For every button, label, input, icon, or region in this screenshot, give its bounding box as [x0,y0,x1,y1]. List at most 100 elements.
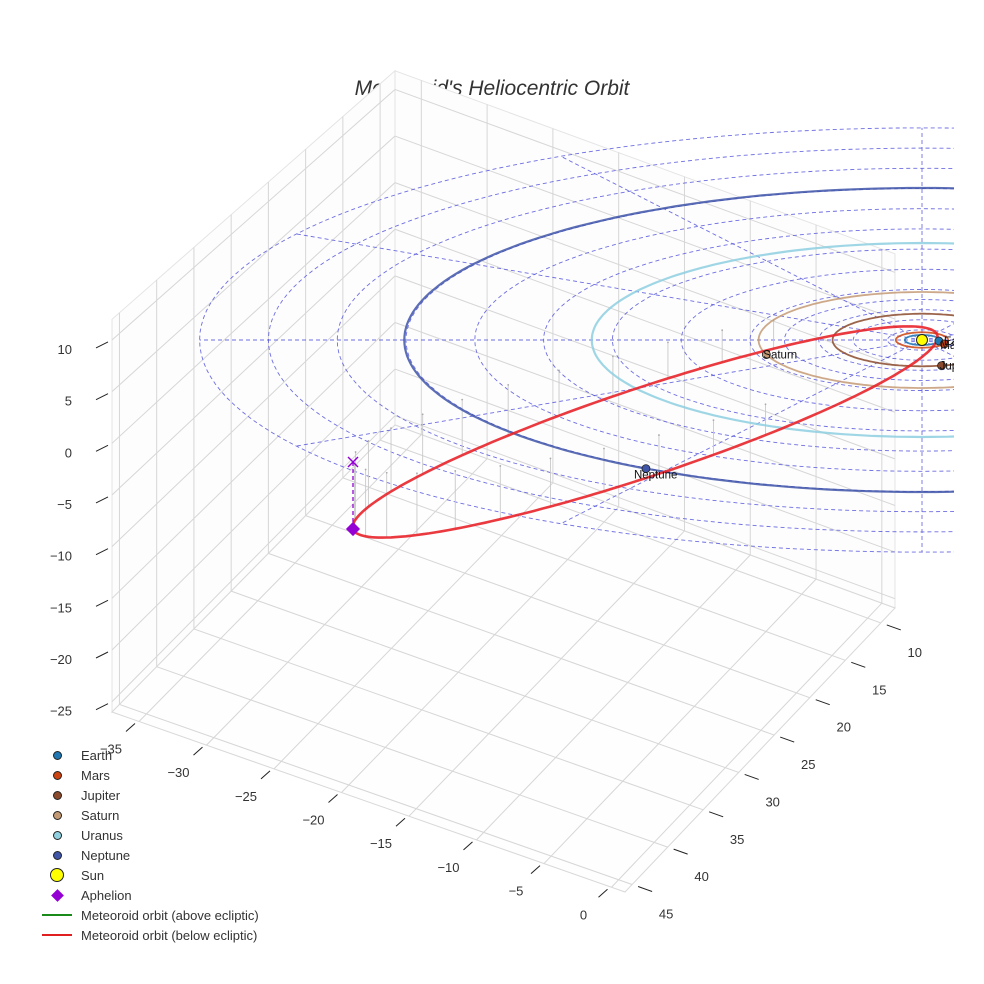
back-grid-line-z [394,368,896,553]
green-line-icon [42,914,72,916]
stem-tip [364,468,367,471]
stem-tip [558,369,560,372]
y-tick-mark [780,736,795,743]
x-tick-label: −30 [167,765,189,780]
x-tick-label: −15 [370,836,392,851]
y-tick-label: 20 [837,720,851,735]
uranus-marker-icon [52,830,62,840]
z-tick-mark [95,444,109,452]
y-tick-mark [851,661,866,668]
y-tick-label: 40 [694,869,708,884]
x-tick-mark [395,817,406,827]
legend-item-mars: Mars [40,765,300,785]
x-tick-mark [328,794,338,803]
legend-label: Uranus [81,827,123,843]
meteoroid-orbit-below-ecliptic [351,325,939,539]
y-tick-label: 45 [659,907,673,922]
x-tick-mark [598,888,608,898]
floor-grid-line-y [342,477,846,661]
stem-tip [764,403,767,406]
stem-tip [712,419,715,422]
x-tick-mark [125,723,136,732]
stem-tip [507,383,510,386]
marker-jupiter [937,361,946,371]
x-tick-mark [530,865,541,874]
polar-grid-circle [852,319,954,361]
y-tick-label: 30 [765,794,779,809]
z-tick-mark [95,703,109,711]
wall-grid-line-z [111,228,396,496]
planet-label-neptune: Neptune [634,470,677,482]
z-tick-label: 5 [65,394,72,409]
legend-label: Meteoroid orbit (above ecliptic) [81,907,259,923]
red-line-icon [42,934,72,936]
polar-grid-circle [405,188,954,492]
back-grid-line-z [394,415,896,600]
axis-ticks [95,341,901,898]
back-grid-line-z [394,88,896,273]
legend-label: Aphelion [81,887,132,903]
z-tick-mark [95,341,109,349]
tick-labels: 10 5 0 −5 −10 −15 −20 −25 −35 −30 −25 −2… [50,342,922,922]
orbit-stem-lines [353,319,775,538]
z-tick-label: 0 [65,445,72,460]
aphelion-ecliptic-x-icon [347,456,359,468]
floor-grid-line-x [543,578,817,864]
floor-grid-line-y [156,666,668,848]
legend-label: Jupiter [81,787,121,803]
legend-item-orbit-above: Meteoroid orbit (above ecliptic) [40,905,300,925]
polar-grid-spoke [560,339,923,525]
stem-tip [416,472,418,475]
aphelion-diamond-icon [50,888,64,902]
x-tick-label: −10 [437,860,459,875]
stem-tip [667,341,669,344]
marker-saturn [761,350,771,359]
polar-grid-spoke [921,323,954,341]
x-tick-mark [193,746,203,756]
planet-label-earth: Earth [944,336,972,348]
marker-neptune [641,464,651,473]
y-tick-mark [815,699,830,706]
wall-grid-line-z [111,182,396,444]
meteoroid-orbit [345,325,939,539]
legend-item-saturn: Saturn [40,805,300,825]
stem-tip [390,427,392,430]
back-grid-line-z [394,182,896,367]
legend-label: Neptune [81,847,131,863]
back-grid-line-z [394,135,896,320]
floor-grid-line-x [611,602,883,888]
floor-grid-line-y [119,703,633,885]
z-tick-mark [95,599,109,607]
x-stroke [347,456,359,468]
y-tick-label: 35 [730,832,744,847]
z-tick-label: −20 [50,652,72,667]
stem-tip [721,329,724,332]
y-tick-mark [708,811,724,818]
wall-grid-line-z [111,135,396,393]
x-tick-label: −20 [302,813,324,828]
polar-grid-spoke [296,233,923,341]
marker-mars [939,339,949,349]
orbit-saturn [757,291,954,389]
stem-tip [603,447,605,450]
floor-grid-line-x [138,434,422,722]
floor-grid-line-y [305,515,810,699]
legend-label: Meteoroid orbit (below ecliptic) [81,927,258,943]
neptune-marker-icon [52,850,62,860]
floor-grid-line-y [230,590,739,773]
floor-pane [111,424,896,893]
floor-grid-line-y [193,628,704,811]
stem-tip [612,355,614,358]
orbit-uranus [590,241,954,439]
wall-grid-line-z [111,368,396,651]
jupiter-marker-icon [52,790,62,800]
y-tick-mark [744,773,759,780]
floor-grid-line-x [408,530,685,817]
floor-grid-line-x [341,506,620,793]
ecliptic-polar-grid [199,127,954,553]
legend: Earth Mars Jupiter Saturn Uranus Neptune… [40,745,300,945]
planet-labels: Earth Mars Jupiter Saturn Neptune [634,336,972,482]
polar-grid-spoke [296,339,923,447]
x-tick-mark [463,841,473,851]
wall-grid-line-z [111,275,396,548]
